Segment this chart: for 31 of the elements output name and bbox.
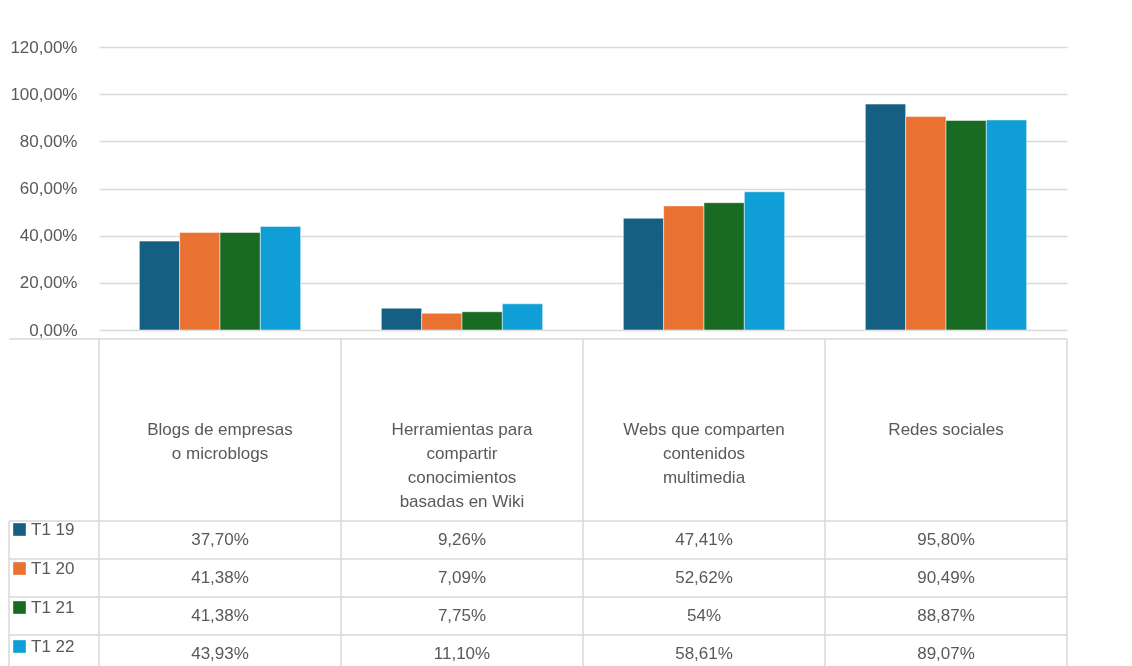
x-tick-label: Webs que comparten contenidos multimedia xyxy=(623,420,785,487)
x-tick-label: Redes sociales xyxy=(888,420,1004,439)
data-label: 88,87% xyxy=(917,606,975,625)
data-label: 90,49% xyxy=(917,568,975,587)
x-tick-label: Herramientas para compartir conocimientos basadas en Wiki xyxy=(391,420,533,511)
y-tick-label: 80,00% xyxy=(19,131,78,151)
y-tick-label: 0,00% xyxy=(29,320,78,340)
data-label: 41,38% xyxy=(191,568,249,587)
legend-label: T1 22 xyxy=(31,636,75,656)
y-tick-label: 100,00% xyxy=(10,84,78,104)
data-label: 47,41% xyxy=(675,530,733,549)
data-label: 7,75% xyxy=(437,606,487,625)
legend-label: T1 20 xyxy=(31,558,75,578)
y-tick-label: 20,00% xyxy=(19,273,78,293)
legend-label: T1 19 xyxy=(31,519,75,539)
y-tick-label: 60,00% xyxy=(19,179,78,198)
data-label: 95,80% xyxy=(917,530,975,549)
data-label: 7,09% xyxy=(437,568,487,587)
data-label: 89,07% xyxy=(917,644,975,663)
y-tick-label: 120,00% xyxy=(10,37,78,57)
legend-label: T1 21 xyxy=(31,597,75,617)
data-label: 11,10% xyxy=(433,644,491,663)
data-label: 58,61% xyxy=(675,644,733,663)
data-label: 41,38% xyxy=(191,606,249,625)
y-tick-label: 40,00% xyxy=(19,226,78,246)
data-label: 9,26% xyxy=(437,530,487,549)
data-label: 54% xyxy=(686,606,722,625)
x-tick-label: Blogs de empresas o microblogs xyxy=(147,420,293,463)
data-label: 37,70% xyxy=(191,530,249,549)
data-label: 43,93% xyxy=(191,644,249,663)
data-label: 52,62% xyxy=(675,568,733,587)
